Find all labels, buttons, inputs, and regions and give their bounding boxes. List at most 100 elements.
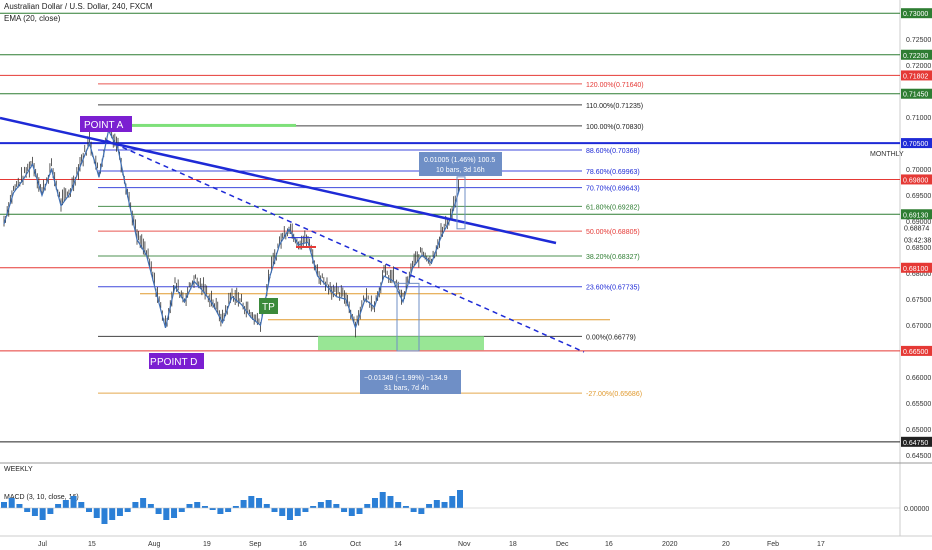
macd-bar xyxy=(62,500,69,508)
x-tick-label: 14 xyxy=(394,541,402,548)
point-a-label: POINT A xyxy=(84,120,124,131)
key-level-label: 0.71450 xyxy=(903,92,928,99)
fib-level-label: 38.20%(0.68327) xyxy=(586,254,640,261)
macd-bar xyxy=(39,508,46,520)
macd-bar xyxy=(163,508,170,520)
macd-bar xyxy=(31,508,38,516)
macd-bar xyxy=(248,496,255,508)
current-price-label: 0.68874 xyxy=(904,226,929,233)
macd-bar xyxy=(1,502,7,508)
macd-bar xyxy=(171,508,178,518)
macd-bar xyxy=(348,508,355,516)
ema-line xyxy=(3,128,461,330)
fib-top-zone xyxy=(98,123,296,127)
macd-bar xyxy=(47,508,54,514)
tp-badge xyxy=(259,298,278,314)
macd-bar xyxy=(209,508,216,510)
macd-bar xyxy=(379,492,386,508)
macd-bar xyxy=(356,508,363,514)
macd-bar xyxy=(402,506,409,508)
countdown-label: 03:42:38 xyxy=(904,238,931,245)
fib-level-label: -27.00%(0.65686) xyxy=(586,391,642,398)
y-tick-label: 0.67000 xyxy=(906,323,931,330)
y-tick-label: 0.66000 xyxy=(906,375,931,382)
macd-bar xyxy=(279,508,286,516)
macd-bar xyxy=(140,498,147,508)
macd-bar xyxy=(418,508,425,514)
x-tick-label: 17 xyxy=(817,541,825,548)
point-d-prefix: P xyxy=(150,357,157,368)
x-tick-label: Dec xyxy=(556,541,569,548)
macd-bar xyxy=(371,498,378,508)
fib-level-label: 0.00%(0.66779) xyxy=(586,334,636,341)
macd-bar xyxy=(217,508,224,514)
trendline-main xyxy=(0,116,557,245)
fib-level-label: 70.70%(0.69643) xyxy=(586,186,640,193)
macd-bar xyxy=(124,508,131,512)
tp-label: TP xyxy=(262,302,275,313)
macd-bar xyxy=(317,502,324,508)
key-level-badge xyxy=(901,88,932,99)
key-level-label: 0.71802 xyxy=(903,73,928,80)
point-a-badge xyxy=(80,116,132,132)
measure-up-box xyxy=(456,176,466,230)
macd-bar xyxy=(263,504,270,508)
macd-bar xyxy=(395,502,402,508)
fib-level-label: 120.00%(0.71640) xyxy=(586,82,644,89)
macd-zero-label: 0.00000 xyxy=(904,506,929,513)
macd-bar xyxy=(132,502,139,508)
ema-indicator-label[interactable]: EMA (20, close) xyxy=(4,14,61,23)
fib-level-label: 110.00%(0.71235) xyxy=(586,103,643,110)
macd-bar xyxy=(147,504,154,508)
trendline-dashed xyxy=(105,139,585,353)
macd-bar xyxy=(116,508,123,516)
fib-level-label: 78.60%(0.69963) xyxy=(586,169,640,176)
y-tick-label: 0.72500 xyxy=(906,37,931,44)
macd-bar xyxy=(302,508,309,512)
x-tick-label: Jul xyxy=(38,541,47,548)
x-tick-label: 16 xyxy=(299,541,307,548)
x-tick-label: Sep xyxy=(249,541,262,548)
macd-bar xyxy=(271,508,278,512)
macd-bar xyxy=(325,500,332,508)
x-tick-label: Oct xyxy=(350,541,361,548)
key-level-badge xyxy=(901,70,932,81)
key-level-badge xyxy=(901,138,932,149)
measure-down-text-2: 31 bars, 7d 4h xyxy=(384,385,429,392)
macd-bar xyxy=(310,506,317,508)
y-tick-label: 0.71000 xyxy=(906,115,931,122)
macd-bar xyxy=(387,496,394,508)
key-level-label: 0.69130 xyxy=(903,212,928,219)
x-tick-label: Nov xyxy=(458,541,471,548)
fib-level-label: 61.80%(0.69282) xyxy=(586,204,640,211)
x-tick-label: Feb xyxy=(767,541,779,548)
key-level-badge xyxy=(901,262,932,273)
macd-bar xyxy=(364,504,371,508)
fib-level-label: 50.00%(0.68805) xyxy=(586,229,640,236)
macd-bar xyxy=(232,506,239,508)
key-level-badge xyxy=(901,174,932,185)
macd-bar xyxy=(8,498,15,508)
macd-bar xyxy=(16,504,23,508)
macd-bar xyxy=(256,498,263,508)
key-level-label: 0.66500 xyxy=(903,349,928,356)
key-level-label: 0.68100 xyxy=(903,266,928,273)
fib-level-label: 23.60%(0.67735) xyxy=(586,285,640,292)
macd-bar xyxy=(178,508,185,512)
y-tick-label: 0.70000 xyxy=(906,167,931,174)
y-tick-label: 0.69000 xyxy=(906,219,931,226)
key-level-label: 0.72200 xyxy=(903,53,928,60)
y-tick-label: 0.65500 xyxy=(906,401,931,408)
macd-bar xyxy=(55,504,62,508)
macd-bar xyxy=(426,504,433,508)
point-d-badge xyxy=(149,353,204,369)
measure-down-text-1: −0.01349 (−1.99%) −134.9 xyxy=(364,375,448,382)
macd-bar xyxy=(78,502,85,508)
measure-up-text-2: 10 bars, 3d 16h xyxy=(436,167,485,174)
x-tick-label: 19 xyxy=(203,541,211,548)
x-tick-label: 18 xyxy=(509,541,517,548)
key-level-label: 0.69800 xyxy=(903,177,928,184)
key-level-label: 0.73000 xyxy=(903,11,928,18)
fib-level-label: 100.00%(0.70830) xyxy=(586,124,644,131)
